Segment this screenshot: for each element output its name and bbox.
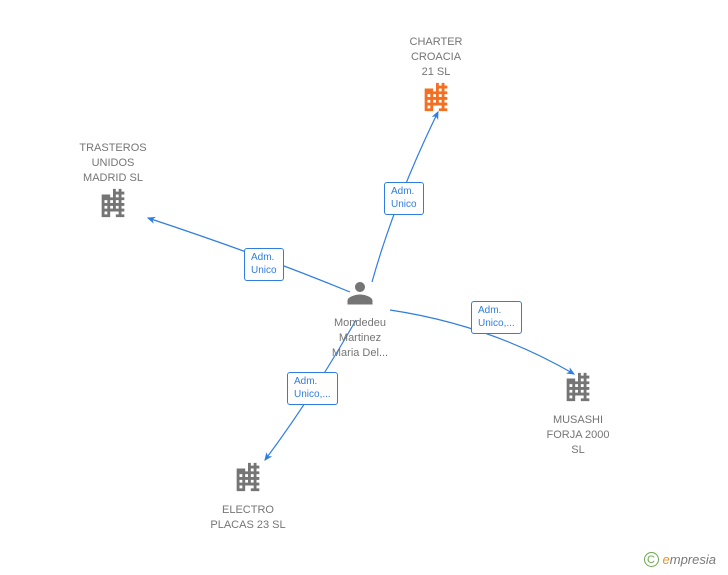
company-node[interactable]: CHARTER CROACIA 21 SL: [386, 35, 486, 122]
node-label: Mondedeu Martinez Maria Del...: [332, 317, 388, 359]
edge-label: Adm. Unico,...: [471, 301, 522, 334]
building-icon: [231, 460, 265, 494]
brand-name: empresia: [663, 552, 716, 567]
node-label: TRASTEROS UNIDOS MADRID SL: [79, 142, 146, 184]
building-icon: [561, 370, 595, 404]
building-icon: [419, 80, 453, 114]
node-label: CHARTER CROACIA 21 SL: [410, 36, 463, 78]
company-node[interactable]: MUSASHI FORJA 2000 SL: [528, 370, 628, 457]
node-label: ELECTRO PLACAS 23 SL: [210, 504, 285, 531]
company-node[interactable]: TRASTEROS UNIDOS MADRID SL: [63, 141, 163, 228]
edge-label: Adm. Unico,...: [287, 372, 338, 405]
person-icon: [345, 277, 375, 307]
node-label: MUSASHI FORJA 2000 SL: [547, 414, 610, 456]
copyright-icon: C: [644, 552, 659, 567]
person-node[interactable]: Mondedeu Martinez Maria Del...: [315, 277, 405, 360]
brand-highlight: e: [663, 552, 670, 567]
attribution: Cempresia: [644, 551, 716, 567]
company-node[interactable]: ELECTRO PLACAS 23 SL: [198, 460, 298, 533]
edge-label: Adm. Unico: [244, 248, 284, 281]
edge-label: Adm. Unico: [384, 182, 424, 215]
brand-rest: mpresia: [670, 552, 716, 567]
building-icon: [96, 186, 130, 220]
